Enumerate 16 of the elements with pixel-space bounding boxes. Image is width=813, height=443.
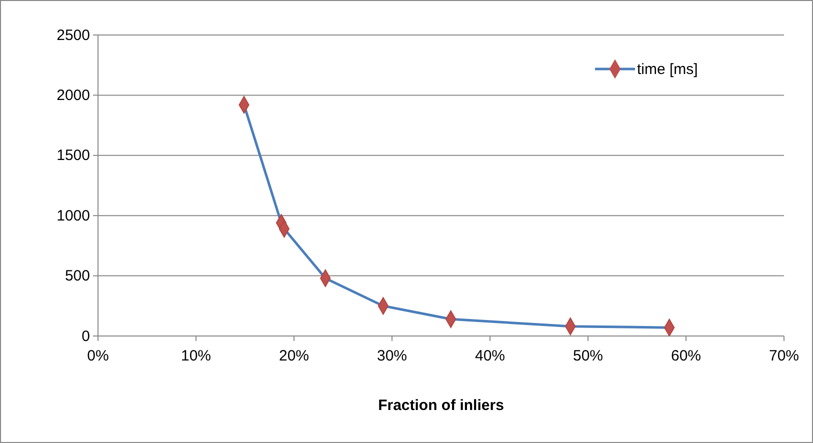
y-tick-label: 0	[82, 328, 90, 345]
x-tick-label: 50%	[572, 348, 604, 364]
x-tick-label: 0%	[87, 348, 109, 364]
x-tick-label: 60%	[670, 348, 702, 364]
y-tick-label: 1500	[56, 147, 90, 164]
y-tick-label: 500	[64, 268, 90, 285]
y-tick-label: 2000	[56, 87, 90, 104]
x-tick-label: 70%	[768, 348, 800, 364]
x-tick-label: 40%	[474, 348, 506, 364]
x-axis-title: Fraction of inliers	[378, 397, 504, 414]
x-tick-label: 30%	[376, 348, 408, 364]
y-tick-label: 1000	[56, 207, 90, 224]
x-tick-label: 10%	[180, 348, 212, 364]
legend-label: time [ms]	[637, 61, 698, 78]
y-tick-label: 2500	[56, 26, 90, 44]
x-tick-label: 20%	[278, 348, 310, 364]
